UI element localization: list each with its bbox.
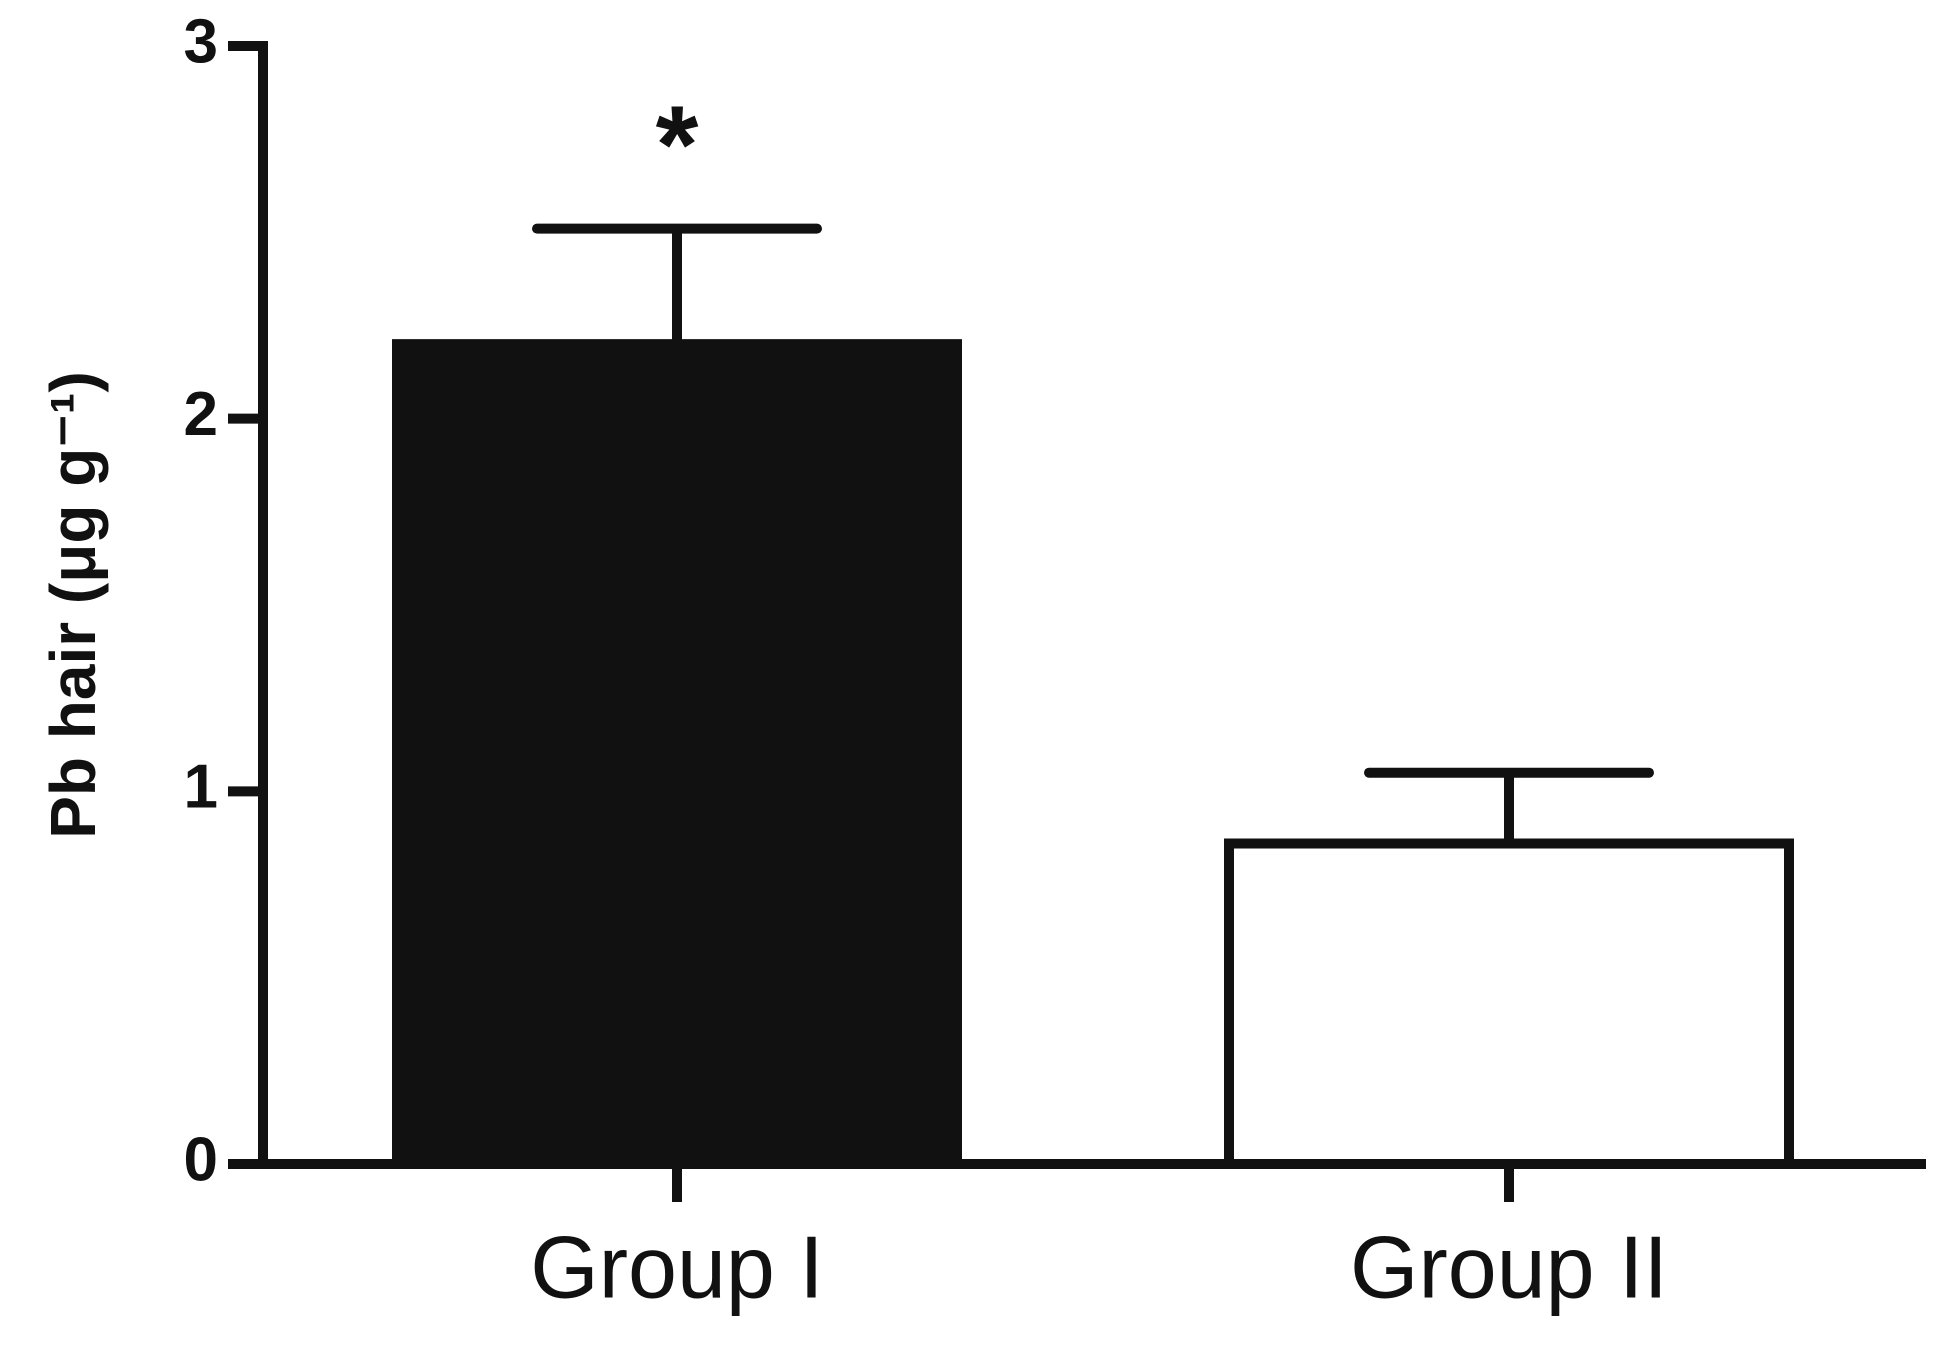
x-tick-label: Group I: [530, 1217, 823, 1316]
bar: [392, 339, 962, 1169]
y-tick-label: 3: [184, 7, 218, 76]
y-tick-label: 0: [184, 1125, 218, 1194]
annotation: *: [656, 84, 699, 207]
y-axis-label: Pb hair (μg g⁻¹): [37, 371, 109, 839]
y-tick-label: 1: [184, 753, 218, 822]
y-tick-label: 2: [184, 380, 218, 449]
x-tick-label: Group II: [1350, 1217, 1668, 1316]
bar: [1224, 838, 1794, 1169]
